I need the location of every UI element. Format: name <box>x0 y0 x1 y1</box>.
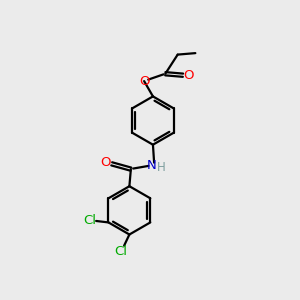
Text: O: O <box>100 156 111 169</box>
Text: O: O <box>183 69 194 82</box>
Text: N: N <box>147 159 157 172</box>
Text: H: H <box>157 161 165 174</box>
Text: Cl: Cl <box>83 214 96 227</box>
Text: O: O <box>139 75 149 88</box>
Text: Cl: Cl <box>115 245 128 258</box>
